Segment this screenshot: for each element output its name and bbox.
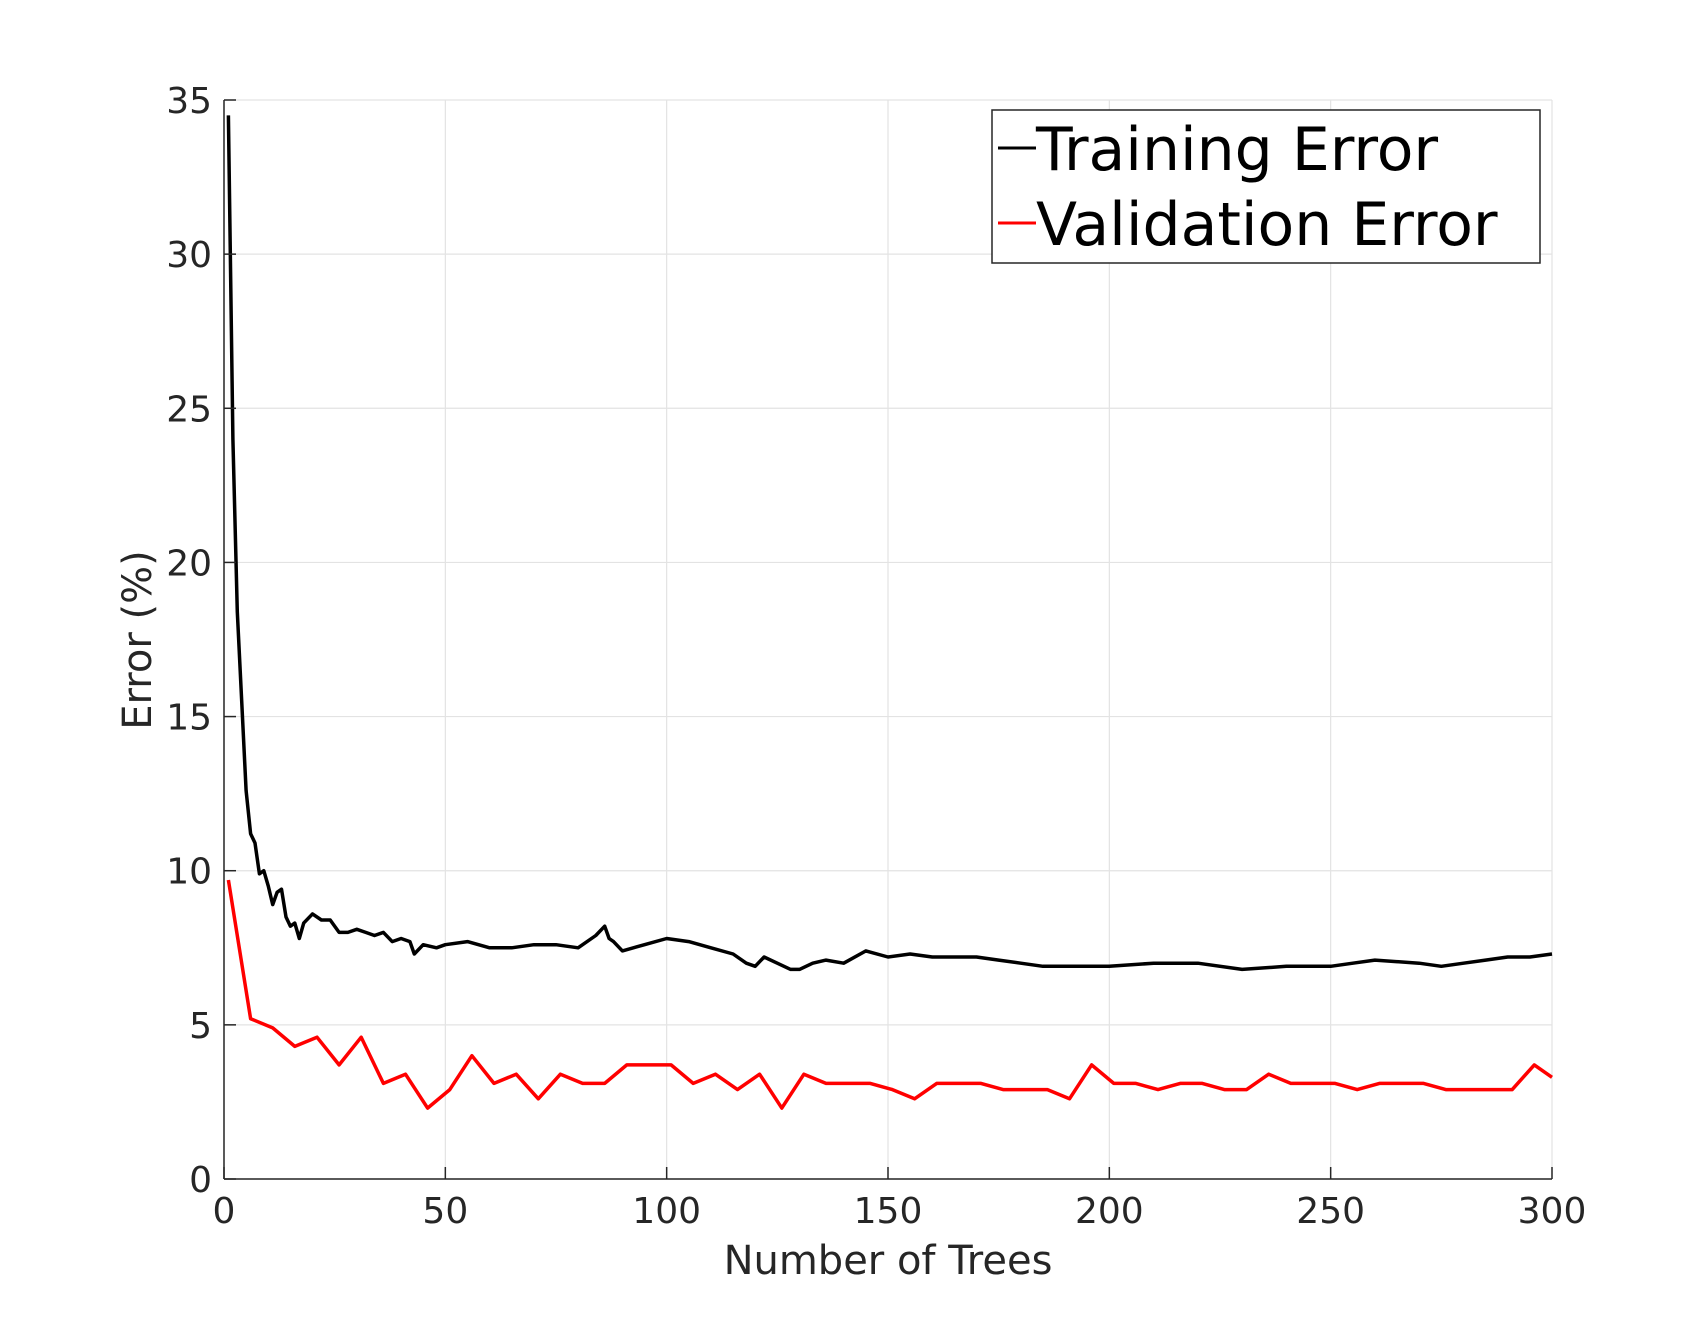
x-axis-label: Number of Trees [724, 1238, 1053, 1284]
y-axis-label: Error (%) [115, 550, 161, 729]
y-tick-label: 15 [166, 698, 212, 739]
x-tick-label: 150 [854, 1191, 923, 1232]
legend-box [991, 109, 1541, 264]
y-tick-label: 20 [166, 543, 212, 584]
plot-area: 0 50 100 150 200 250 300 0 5 10 15 20 25 30 35 [166, 81, 1586, 1232]
x-tick-label: 250 [1296, 1191, 1365, 1232]
x-tick-label: 50 [422, 1191, 468, 1232]
legend: Training Error Validation Error [991, 109, 1541, 264]
y-tick-label: 35 [166, 81, 212, 122]
axes [223, 99, 1553, 1180]
series-line-training-error [226, 115, 1553, 972]
y-tick-label: 0 [189, 1160, 212, 1201]
y-tick-label: 25 [166, 389, 212, 430]
legend-label-training: Training Error [1035, 115, 1438, 185]
x-tick-label: 0 [213, 1191, 236, 1232]
x-tick-label: 300 [1518, 1191, 1587, 1232]
x-tick-label: 200 [1075, 1191, 1144, 1232]
x-tick-label: 100 [632, 1191, 701, 1232]
legend-label-validation: Validation Error [1036, 190, 1498, 260]
series-layer [226, 115, 1554, 1110]
tick-labels: 0 50 100 150 200 250 300 0 5 10 15 20 25 30 35 [166, 81, 1586, 1232]
y-tick-label: 5 [189, 1006, 212, 1047]
y-tick-label: 30 [166, 235, 212, 276]
y-tick-label: 10 [166, 852, 212, 893]
series-line-validation-error [226, 879, 1554, 1110]
